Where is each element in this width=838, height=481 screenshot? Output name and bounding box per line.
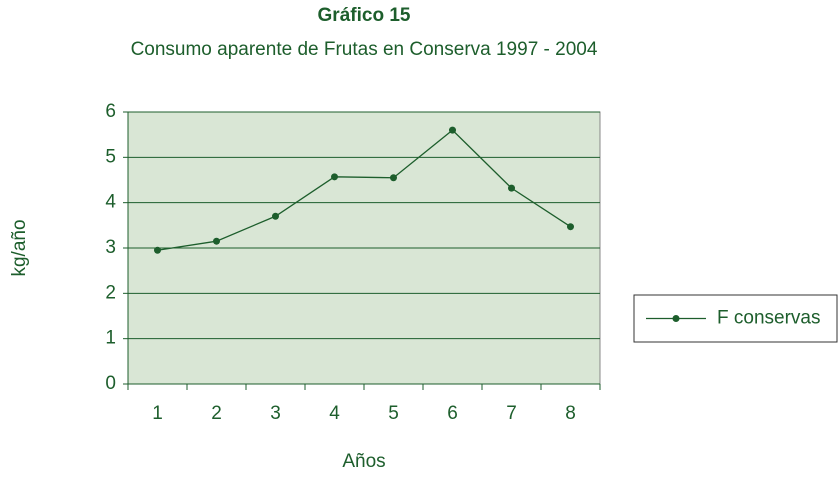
point xyxy=(449,126,456,134)
x-tick-label: 2 xyxy=(211,403,222,424)
y-tick-label: 6 xyxy=(105,101,116,122)
x-tick-label: 7 xyxy=(506,403,517,424)
x-tick-label: 3 xyxy=(270,403,281,424)
x-axis-label: Años xyxy=(342,451,385,472)
point xyxy=(567,223,574,231)
y-tick-label: 4 xyxy=(105,192,116,213)
point xyxy=(508,184,515,192)
x-tick-label: 6 xyxy=(447,403,458,424)
legend-marker xyxy=(672,315,680,322)
x-tick-label: 5 xyxy=(388,403,399,424)
series-line xyxy=(157,129,571,251)
x-tick-label: 1 xyxy=(152,403,163,424)
y-tick-label: 0 xyxy=(105,373,116,394)
y-axis-label: kg/año xyxy=(9,219,30,276)
point xyxy=(213,237,220,245)
chart-title: Gráfico 15 xyxy=(318,5,411,26)
chart-subtitle: Consumo aparente de Frutas en Conserva 1… xyxy=(131,39,598,60)
y-tick-label: 5 xyxy=(105,146,116,167)
point xyxy=(154,246,161,254)
legend-label: F conservas xyxy=(717,308,820,329)
point xyxy=(331,173,338,181)
y-tick-label: 1 xyxy=(105,328,116,349)
point xyxy=(272,212,279,220)
point xyxy=(390,174,397,182)
y-tick-label: 2 xyxy=(105,282,116,303)
y-tick-label: 3 xyxy=(105,237,116,258)
x-tick-label: 8 xyxy=(565,403,576,424)
x-tick-label: 4 xyxy=(329,403,340,424)
